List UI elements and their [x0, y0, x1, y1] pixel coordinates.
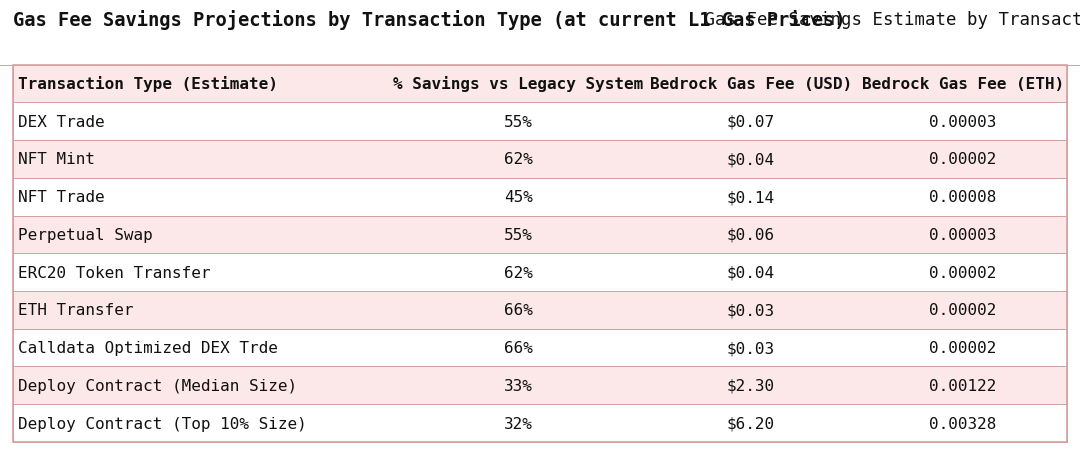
Text: Bedrock Gas Fee (USD): Bedrock Gas Fee (USD): [649, 77, 852, 92]
Text: Perpetual Swap: Perpetual Swap: [18, 227, 153, 242]
Text: Gas Fee Savings Estimate by Transaction Type: Gas Fee Savings Estimate by Transaction …: [673, 11, 1080, 29]
Text: 66%: 66%: [504, 303, 532, 318]
Text: $0.04: $0.04: [727, 152, 774, 167]
Text: 62%: 62%: [504, 265, 532, 280]
Text: $0.04: $0.04: [727, 265, 774, 280]
Text: $0.03: $0.03: [727, 341, 774, 355]
Text: Transaction Type (Estimate): Transaction Type (Estimate): [18, 76, 279, 92]
Text: 0.00002: 0.00002: [929, 341, 997, 355]
Text: 33%: 33%: [504, 378, 532, 393]
Text: 0.00003: 0.00003: [929, 227, 997, 242]
Text: 45%: 45%: [504, 190, 532, 205]
Text: ERC20 Token Transfer: ERC20 Token Transfer: [18, 265, 211, 280]
Text: DEX Trade: DEX Trade: [18, 115, 105, 129]
Text: $0.06: $0.06: [727, 227, 774, 242]
Text: 55%: 55%: [504, 115, 532, 129]
Text: ETH Transfer: ETH Transfer: [18, 303, 134, 318]
Text: Deploy Contract (Top 10% Size): Deploy Contract (Top 10% Size): [18, 416, 307, 431]
Text: % Savings vs Legacy System: % Savings vs Legacy System: [393, 76, 644, 92]
Text: $0.07: $0.07: [727, 115, 774, 129]
Text: Calldata Optimized DEX Trde: Calldata Optimized DEX Trde: [18, 341, 279, 355]
Text: 0.00002: 0.00002: [929, 303, 997, 318]
Text: $0.03: $0.03: [727, 303, 774, 318]
Text: 55%: 55%: [504, 227, 532, 242]
Text: Deploy Contract (Median Size): Deploy Contract (Median Size): [18, 378, 297, 393]
Text: $0.14: $0.14: [727, 190, 774, 205]
Text: 62%: 62%: [504, 152, 532, 167]
Text: NFT Trade: NFT Trade: [18, 190, 105, 205]
Text: 0.00008: 0.00008: [929, 190, 997, 205]
Text: 0.00122: 0.00122: [929, 378, 997, 393]
Text: 0.00002: 0.00002: [929, 152, 997, 167]
Text: 66%: 66%: [504, 341, 532, 355]
Text: Bedrock Gas Fee (ETH): Bedrock Gas Fee (ETH): [862, 77, 1064, 92]
Text: 0.00328: 0.00328: [929, 416, 997, 431]
Text: 32%: 32%: [504, 416, 532, 431]
Text: 0.00002: 0.00002: [929, 265, 997, 280]
Text: $2.30: $2.30: [727, 378, 774, 393]
Text: 0.00003: 0.00003: [929, 115, 997, 129]
Text: NFT Mint: NFT Mint: [18, 152, 95, 167]
Text: Gas Fee Savings Projections by Transaction Type (at current L1 Gas Prices): Gas Fee Savings Projections by Transacti…: [13, 10, 846, 30]
Text: $6.20: $6.20: [727, 416, 774, 431]
